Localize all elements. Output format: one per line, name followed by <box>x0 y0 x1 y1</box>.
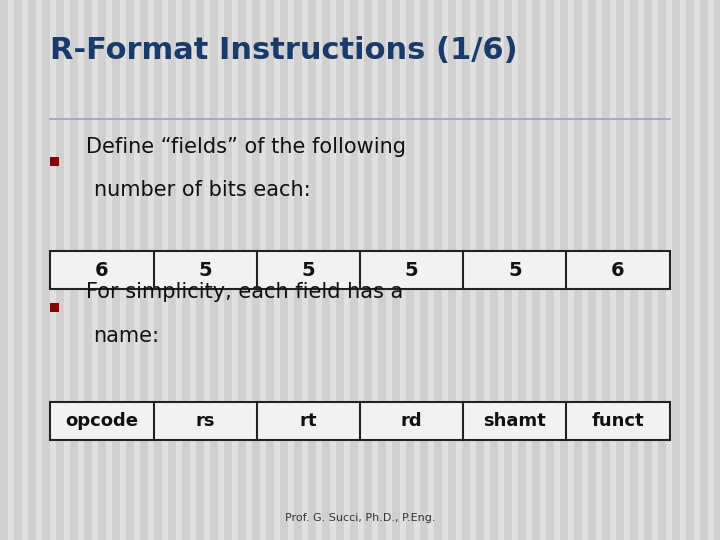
Bar <box>210 0 218 540</box>
Bar <box>50 251 670 289</box>
Bar <box>112 0 120 540</box>
Bar <box>154 0 162 540</box>
Bar <box>658 0 666 540</box>
Text: 5: 5 <box>302 260 315 280</box>
Bar <box>196 0 204 540</box>
Bar <box>14 0 22 540</box>
Bar <box>98 0 106 540</box>
Bar <box>616 0 624 540</box>
Bar <box>50 157 60 166</box>
Text: rt: rt <box>300 412 317 430</box>
Bar <box>252 0 260 540</box>
Bar <box>420 0 428 540</box>
Bar <box>266 0 274 540</box>
Bar <box>294 0 302 540</box>
Text: 5: 5 <box>508 260 521 280</box>
Bar <box>70 0 78 540</box>
Bar <box>322 0 330 540</box>
Bar <box>392 0 400 540</box>
Bar <box>168 0 176 540</box>
Bar <box>434 0 442 540</box>
Bar <box>448 0 456 540</box>
Text: R-Format Instructions (1/6): R-Format Instructions (1/6) <box>50 36 518 65</box>
Bar <box>42 0 50 540</box>
Bar <box>574 0 582 540</box>
Bar <box>238 0 246 540</box>
Bar <box>560 0 568 540</box>
Text: For simplicity, each field has a: For simplicity, each field has a <box>86 282 404 302</box>
Bar <box>630 0 638 540</box>
Text: 6: 6 <box>611 260 625 280</box>
Bar <box>140 0 148 540</box>
Bar <box>686 0 694 540</box>
Bar <box>126 0 134 540</box>
Bar <box>28 0 36 540</box>
Bar <box>224 0 232 540</box>
Text: rs: rs <box>195 412 215 430</box>
Bar <box>280 0 288 540</box>
Bar <box>700 0 708 540</box>
Bar <box>50 303 60 312</box>
Text: shamt: shamt <box>483 412 546 430</box>
Text: name:: name: <box>94 326 160 346</box>
Text: opcode: opcode <box>66 412 138 430</box>
Bar <box>50 402 670 440</box>
Bar <box>546 0 554 540</box>
Bar <box>350 0 358 540</box>
Text: number of bits each:: number of bits each: <box>94 180 310 200</box>
Bar <box>182 0 190 540</box>
Bar <box>672 0 680 540</box>
Bar <box>714 0 720 540</box>
Bar <box>504 0 512 540</box>
Text: funct: funct <box>592 412 644 430</box>
Bar <box>378 0 386 540</box>
Bar <box>602 0 610 540</box>
Bar <box>336 0 344 540</box>
Bar <box>644 0 652 540</box>
Bar <box>476 0 484 540</box>
Text: rd: rd <box>401 412 423 430</box>
Text: 5: 5 <box>199 260 212 280</box>
Bar <box>462 0 470 540</box>
Bar <box>406 0 414 540</box>
Bar <box>364 0 372 540</box>
Text: 5: 5 <box>405 260 418 280</box>
Text: Define “fields” of the following: Define “fields” of the following <box>86 137 406 157</box>
Bar <box>518 0 526 540</box>
Bar <box>56 0 64 540</box>
Bar <box>490 0 498 540</box>
Bar <box>588 0 596 540</box>
Bar <box>308 0 316 540</box>
Bar <box>84 0 92 540</box>
Bar <box>0 0 8 540</box>
Text: 6: 6 <box>95 260 109 280</box>
Bar <box>532 0 540 540</box>
Text: Prof. G. Succi, Ph.D., P.Eng.: Prof. G. Succi, Ph.D., P.Eng. <box>284 514 436 523</box>
